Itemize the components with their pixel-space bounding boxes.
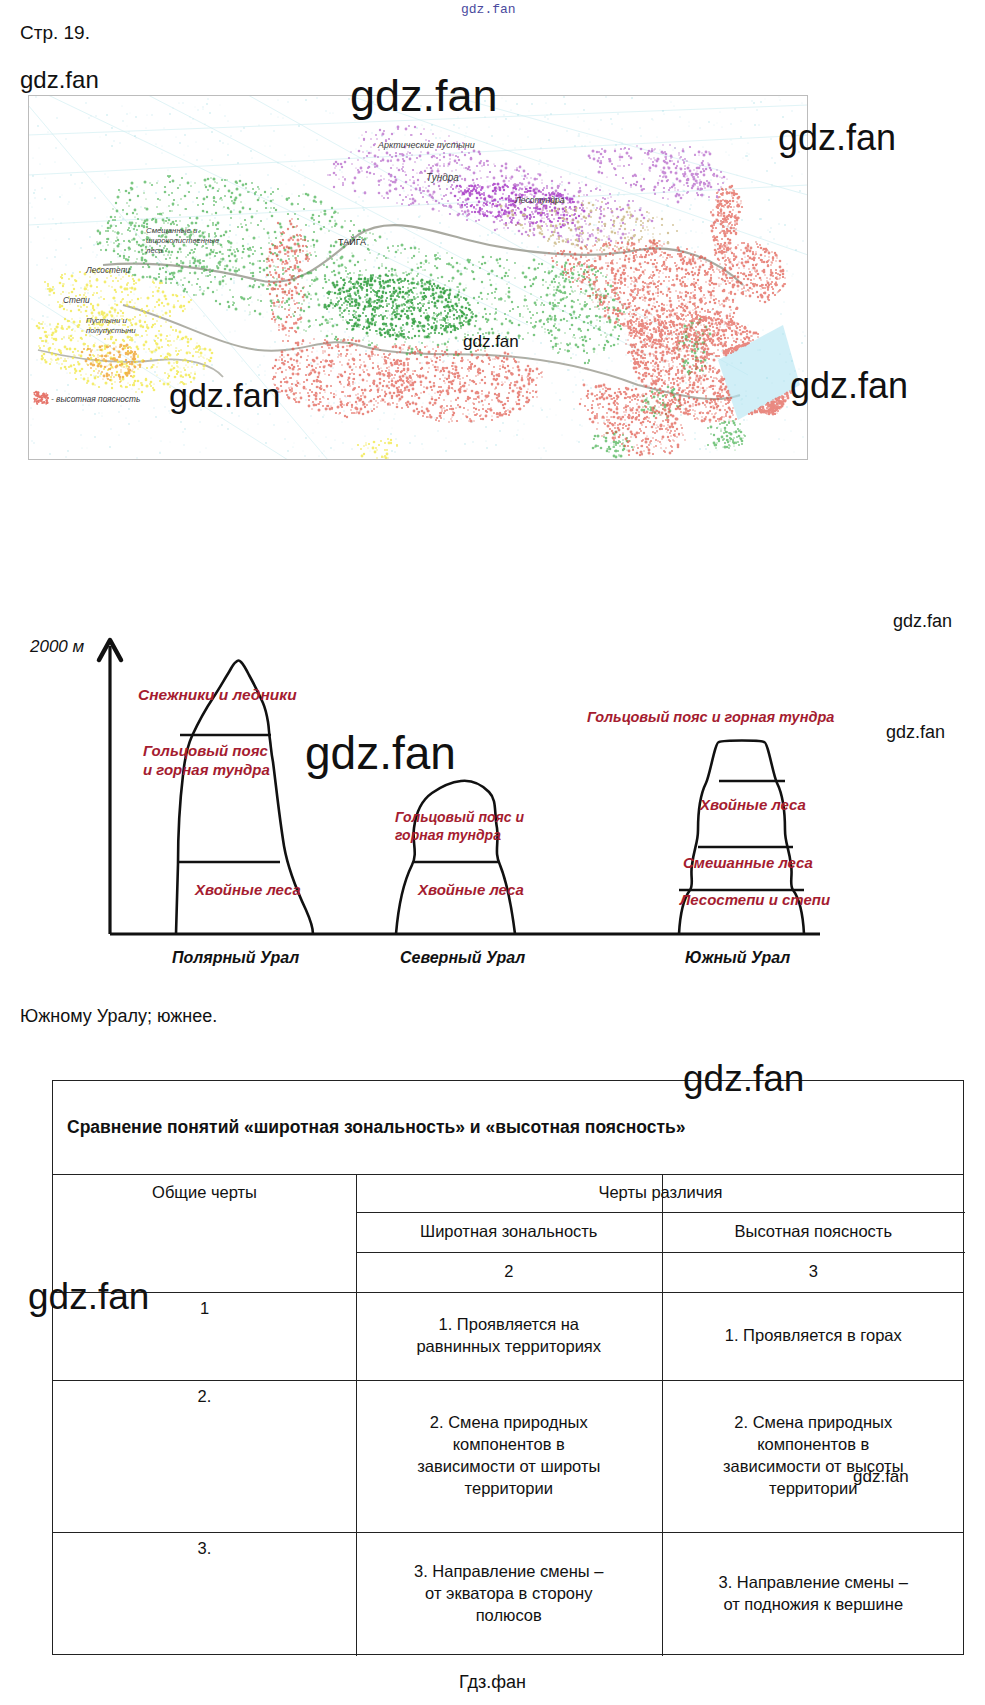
svg-text:Хвойные леса: Хвойные леса <box>417 881 524 898</box>
svg-text:2000 м: 2000 м <box>29 637 85 656</box>
svg-text:Южный Урал: Южный Урал <box>685 949 790 966</box>
svg-text:Снежники и ледники: Снежники и ледники <box>138 686 297 703</box>
svg-text:Полярный Урал: Полярный Урал <box>172 949 299 966</box>
svg-text:и горная тундра: и горная тундра <box>143 761 270 778</box>
svg-text:Северный Урал: Северный Урал <box>400 949 525 966</box>
svg-text:Гольцовый пояс и горная тундра: Гольцовый пояс и горная тундра <box>587 709 834 725</box>
svg-text:Хвойные леса: Хвойные леса <box>194 881 301 898</box>
svg-text:Гольцовый пояс: Гольцовый пояс <box>143 742 268 759</box>
svg-text:Гольцовый пояс и: Гольцовый пояс и <box>395 809 524 825</box>
svg-text:Смешанные леса: Смешанные леса <box>683 854 813 871</box>
svg-text:горная тундра: горная тундра <box>395 827 501 843</box>
svg-text:Хвойные леса: Хвойные леса <box>699 796 806 813</box>
svg-text:Лесостепи и степи: Лесостепи и степи <box>679 891 830 908</box>
